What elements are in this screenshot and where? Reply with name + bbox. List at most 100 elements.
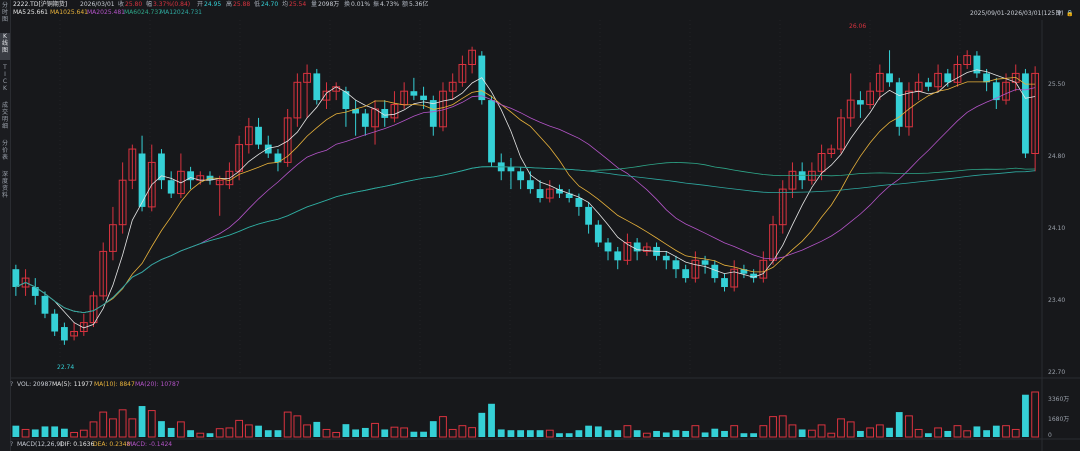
low-label: 低: [254, 1, 261, 8]
candle-body: [187, 171, 194, 181]
ma10-label: MA10: [50, 9, 67, 16]
lock-icon[interactable]: 🔒: [1066, 10, 1074, 17]
macd-help-icon[interactable]: ?: [10, 441, 14, 448]
volume-bar: [691, 425, 700, 438]
volume-bar: [633, 430, 641, 437]
min-annotation: 22.74: [57, 364, 75, 371]
candle-body: [837, 117, 845, 150]
volume-bar: [701, 432, 709, 437]
volume-bar: [51, 426, 59, 437]
volume-bar: [1031, 391, 1040, 438]
volume-bar: [390, 426, 399, 438]
volume-bar: [740, 433, 748, 437]
ma120-value: 24.731: [181, 9, 202, 16]
ma120-label: MA120: [160, 9, 181, 16]
candle-body: [730, 268, 739, 288]
sidebar-tab[interactable]: 深度资料: [1, 171, 8, 199]
volume-bar: [875, 424, 884, 438]
candle-body: [283, 117, 292, 163]
volume-bar: [963, 430, 972, 438]
candle-body: [420, 95, 427, 101]
candle-body: [342, 91, 350, 109]
price-tick: 25.50: [1048, 81, 1066, 88]
candle-body: [488, 100, 495, 163]
change-label: 幅: [146, 1, 153, 8]
candle-body: [51, 313, 59, 332]
volume-bar: [497, 429, 505, 437]
candle-body: [448, 81, 457, 92]
candle-body: [575, 198, 583, 207]
volume-bar: [313, 421, 321, 437]
volume-bar: [12, 425, 20, 437]
vol-help-icon[interactable]: ?: [10, 381, 14, 388]
volume-bar: [41, 426, 49, 437]
volume-bar: [109, 418, 117, 438]
candle-body: [215, 179, 224, 186]
volume-bar: [565, 433, 573, 437]
ma20-line: [15, 87, 1036, 314]
amount-value: 5.36亿: [409, 1, 429, 8]
volume-bar: [653, 430, 660, 437]
sidebar-tab[interactable]: 分价表: [1, 140, 8, 161]
volume-bar: [458, 425, 467, 438]
volume-bar: [381, 429, 389, 437]
sidebar-tab[interactable]: 成交明细: [1, 102, 8, 130]
volume-bar: [206, 433, 214, 437]
candle-body: [672, 260, 680, 270]
volume-bar: [255, 425, 262, 437]
volume-bar: [332, 431, 341, 438]
vol-label: VOL: 20987: [17, 381, 53, 388]
volume-bar: [807, 429, 816, 438]
sidebar-tab[interactable]: 分时图: [1, 2, 8, 23]
volume-bar: [410, 431, 418, 437]
candle-body: [255, 126, 262, 145]
candle-body: [264, 144, 272, 154]
ma20-label: MA20: [87, 9, 104, 16]
candle-body: [614, 251, 622, 261]
candle-body: [89, 295, 98, 324]
candle-body: [99, 250, 108, 297]
candle-body: [41, 295, 49, 314]
candle-body: [468, 49, 477, 65]
candle-body: [1031, 72, 1040, 154]
candle-body: [352, 109, 360, 114]
candle-body: [21, 277, 30, 288]
open-label: 开: [197, 1, 204, 8]
vol-ma10: MA(10): 8847: [94, 381, 135, 388]
ma60-label: MA60: [124, 9, 141, 16]
low-value: 24.70: [261, 1, 279, 8]
candle-body: [410, 91, 418, 96]
volume-bar: [905, 415, 913, 438]
volume-bar: [837, 418, 845, 438]
volume-bar: [585, 425, 592, 437]
volume-bar: [759, 425, 768, 438]
date-value: 2026/03/01: [80, 1, 115, 8]
volume-bar: [750, 433, 758, 437]
volume-bar: [342, 424, 350, 437]
candle-body: [953, 64, 962, 83]
candle-body: [545, 188, 554, 199]
candle-body: [701, 260, 709, 265]
volume-bar: [711, 428, 719, 437]
candle-body: [1002, 81, 1010, 101]
volume-bar: [235, 419, 244, 438]
max-annotation: 26.06: [849, 23, 867, 30]
vol-axis-top: 3360万: [1048, 396, 1070, 403]
candle-body: [721, 278, 728, 287]
volume-bar: [517, 430, 525, 437]
candle-body: [12, 269, 20, 287]
volume-bar: [924, 433, 932, 437]
date-range[interactable]: 2025/09/01-2026/03/01(125日): [970, 10, 1064, 17]
volume-bar: [604, 430, 612, 437]
triangle-down-icon[interactable]: ▼: [1057, 10, 1062, 17]
price-tick: 24.80: [1048, 153, 1066, 160]
volume-bar: [303, 424, 311, 438]
candle-body: [70, 331, 78, 337]
candle-body: [895, 82, 903, 127]
candle-body: [857, 100, 864, 105]
close-value: 25.80: [125, 1, 143, 8]
candle-body: [390, 104, 399, 119]
